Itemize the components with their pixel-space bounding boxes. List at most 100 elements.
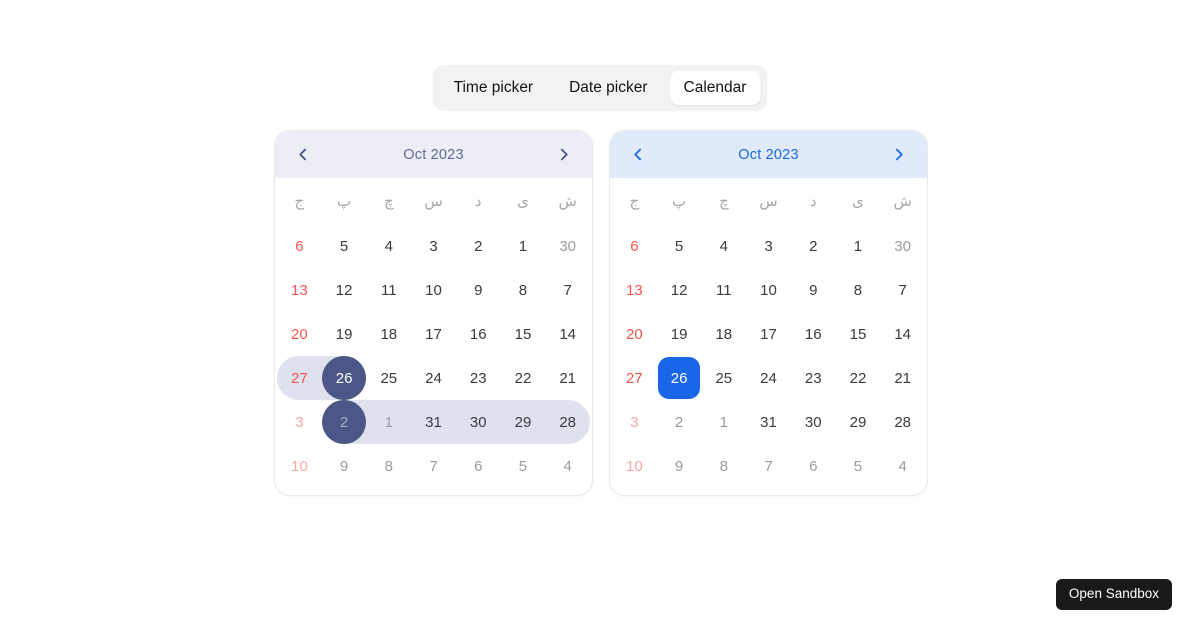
day-cell[interactable]: 19 [322,312,367,356]
day-cell[interactable]: 29 [836,400,881,444]
day-cell[interactable]: 7 [746,444,791,488]
day-cell[interactable]: 2 [657,400,702,444]
day-cell[interactable]: 11 [701,268,746,312]
day-cell[interactable]: 5 [322,224,367,268]
day-cell[interactable]: 30 [791,400,836,444]
day-cell[interactable]: 25 [366,356,411,400]
day-cell[interactable]: 22 [501,356,546,400]
day-cell[interactable]: 6 [456,444,501,488]
day-cell[interactable]: 20 [277,312,322,356]
day-row: 3 2 1 31 30 29 28 [610,400,927,444]
day-cell[interactable]: 26 [657,356,702,400]
day-cell[interactable]: 8 [701,444,746,488]
day-cell[interactable]: 1 [501,224,546,268]
day-number: 16 [804,325,822,343]
day-cell[interactable]: 5 [657,224,702,268]
day-cell[interactable]: 9 [322,444,367,488]
day-cell[interactable]: 10 [277,444,322,488]
open-sandbox-button[interactable]: Open Sandbox [1055,579,1172,610]
day-cell[interactable]: 13 [277,268,322,312]
day-cell[interactable]: 3 [277,400,322,444]
day-cell[interactable]: 4 [366,224,411,268]
day-cell[interactable]: 8 [366,444,411,488]
day-cell[interactable]: 2 [321,400,367,444]
nav-right-button[interactable] [885,141,913,169]
day-number: 10 [425,281,442,299]
nav-left-button[interactable] [624,141,652,169]
day-cell[interactable]: 21 [880,356,925,400]
day-cell[interactable]: 16 [456,312,501,356]
day-cell[interactable]: 6 [277,224,322,268]
day-number: 5 [339,237,349,255]
day-cell[interactable]: 10 [746,268,791,312]
day-cell[interactable]: 12 [657,268,702,312]
day-cell[interactable]: 7 [545,268,590,312]
day-cell[interactable]: 30 [455,400,501,444]
day-cell[interactable]: 13 [612,268,657,312]
day-cell[interactable]: 20 [612,312,657,356]
tab-calendar[interactable]: Calendar [669,70,761,106]
tab-time-picker[interactable]: Time picker [440,71,548,106]
day-cell[interactable]: 5 [836,444,881,488]
day-cell[interactable]: 12 [322,268,367,312]
day-cell[interactable]: 17 [746,312,791,356]
day-cell[interactable]: 7 [880,268,925,312]
day-cell[interactable]: 2 [791,224,836,268]
day-cell[interactable]: 6 [612,224,657,268]
day-cell[interactable]: 25 [701,356,746,400]
day-cell[interactable]: 18 [701,312,746,356]
day-cell[interactable]: 7 [411,444,456,488]
day-cell[interactable]: 14 [545,312,590,356]
day-cell[interactable]: 1 [366,400,411,444]
day-cell[interactable]: 14 [880,312,925,356]
day-number: 10 [626,457,643,475]
day-cell[interactable]: 15 [501,312,546,356]
day-cell[interactable]: 9 [456,268,501,312]
day-cell[interactable]: 4 [880,444,925,488]
weekday-label: چ [383,193,394,210]
day-cell[interactable]: 29 [500,400,546,444]
day-cell[interactable]: 11 [366,268,411,312]
day-cell[interactable]: 5 [501,444,546,488]
day-cell[interactable]: 28 [545,400,590,444]
day-cell[interactable]: 28 [880,400,925,444]
day-cell[interactable]: 23 [456,356,501,400]
day-cell[interactable]: 27 [612,356,657,400]
day-cell[interactable]: 22 [836,356,881,400]
day-cell[interactable]: 26 [321,356,367,400]
day-cell[interactable]: 1 [836,224,881,268]
day-cell[interactable]: 3 [612,400,657,444]
day-cell[interactable]: 18 [366,312,411,356]
day-cell[interactable]: 16 [791,312,836,356]
day-cell[interactable]: 9 [657,444,702,488]
day-cell[interactable]: 21 [545,356,590,400]
day-cell[interactable]: 9 [791,268,836,312]
nav-right-button[interactable] [550,141,578,169]
day-cell[interactable]: 17 [411,312,456,356]
day-cell[interactable]: 24 [746,356,791,400]
day-cell[interactable]: 3 [746,224,791,268]
day-cell[interactable]: 19 [657,312,702,356]
day-cell[interactable]: 23 [791,356,836,400]
chevron-left-icon [632,148,645,161]
day-cell[interactable]: 6 [791,444,836,488]
day-cell[interactable]: 15 [836,312,881,356]
day-cell[interactable]: 31 [411,400,456,444]
day-cell[interactable]: 2 [456,224,501,268]
day-cell[interactable]: 31 [746,400,791,444]
day-cell[interactable]: 8 [836,268,881,312]
day-cell[interactable]: 4 [545,444,590,488]
day-cell[interactable]: 30 [545,224,590,268]
day-cell[interactable]: 10 [612,444,657,488]
day-number: 5 [853,457,863,475]
tab-date-picker[interactable]: Date picker [555,71,661,106]
day-cell[interactable]: 8 [501,268,546,312]
day-cell[interactable]: 4 [701,224,746,268]
nav-left-button[interactable] [289,141,317,169]
day-cell[interactable]: 1 [701,400,746,444]
day-cell[interactable]: 30 [880,224,925,268]
day-cell[interactable]: 24 [411,356,456,400]
day-cell[interactable]: 27 [277,356,322,400]
day-cell[interactable]: 10 [411,268,456,312]
day-cell[interactable]: 3 [411,224,456,268]
